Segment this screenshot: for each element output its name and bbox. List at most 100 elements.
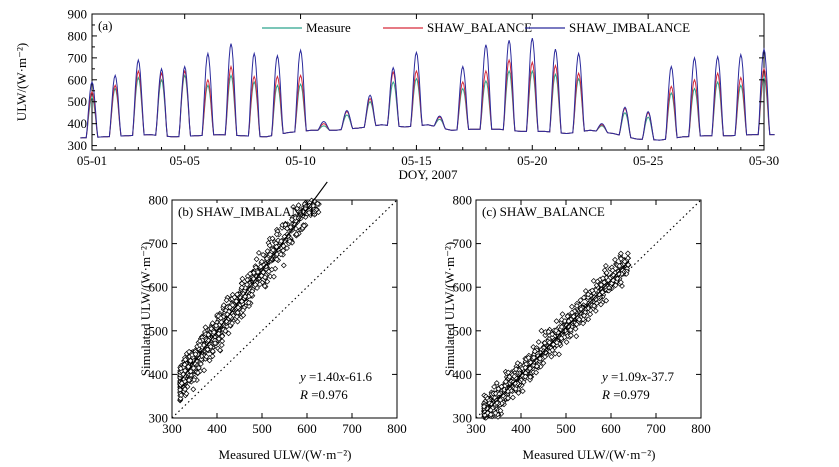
data-point — [493, 380, 500, 386]
data-point — [282, 221, 289, 228]
data-point — [192, 351, 199, 358]
data-point — [514, 360, 521, 366]
data-point — [572, 326, 579, 332]
data-point — [177, 395, 184, 402]
regression-line-c — [483, 260, 630, 415]
y-tick-label-a-400: 400 — [68, 116, 88, 131]
x-tick-label-a-4: 05-20 — [517, 153, 547, 168]
panel-c-r: R =0.979 — [601, 387, 650, 402]
panel-a-label: (a) — [98, 18, 112, 33]
eq-c-y: y — [600, 369, 608, 384]
x-tick-label-b-600: 600 — [297, 421, 317, 436]
data-point — [280, 247, 287, 254]
data-point — [191, 360, 198, 367]
data-point — [234, 313, 240, 320]
data-point — [231, 294, 238, 301]
data-point — [609, 267, 616, 274]
data-point — [240, 312, 247, 319]
eq-c-rest: -37.7 — [647, 369, 675, 384]
x-tick-label-c-400: 400 — [511, 421, 531, 436]
x-tick-label-b-800: 800 — [387, 421, 407, 436]
eq-b-x: x — [338, 369, 345, 384]
data-point — [569, 303, 575, 310]
data-point — [235, 304, 241, 311]
data-point — [200, 342, 207, 348]
data-point — [616, 263, 623, 269]
data-point — [580, 320, 586, 327]
data-point — [520, 379, 527, 386]
data-point — [559, 311, 566, 317]
x-tick-label-a-0: 05-01 — [77, 153, 107, 168]
data-point — [534, 363, 540, 370]
data-point — [195, 365, 202, 371]
data-point — [564, 313, 571, 320]
data-point — [201, 367, 207, 374]
data-point — [198, 361, 204, 367]
data-point — [574, 303, 580, 309]
data-point — [553, 318, 560, 324]
data-point — [545, 328, 552, 335]
data-point — [186, 377, 192, 383]
x-tick-label-a-2: 05-10 — [285, 153, 315, 168]
panel-c-label: (c) SHAW_BALANCE — [482, 204, 605, 219]
data-point — [217, 347, 223, 353]
data-point — [311, 208, 318, 215]
panel-b-label: (b) SHAW_IMBALANCE — [178, 204, 317, 219]
panel-c-xlabel: Measured ULW/(W·m⁻²) — [523, 447, 656, 462]
data-point — [484, 395, 491, 402]
data-point — [186, 348, 192, 355]
data-point — [491, 384, 497, 390]
data-point — [558, 324, 565, 330]
data-point — [239, 280, 245, 287]
x-tick-label-b-400: 400 — [207, 421, 227, 436]
data-point — [223, 297, 230, 304]
x-tick-label-b-700: 700 — [342, 421, 362, 436]
data-point — [177, 365, 184, 372]
data-point — [533, 357, 539, 364]
x-tick-label-c-300: 300 — [466, 421, 486, 436]
data-point — [258, 258, 265, 265]
data-point — [229, 320, 235, 326]
data-point — [220, 302, 227, 309]
data-point — [280, 243, 287, 249]
data-point — [284, 225, 290, 232]
panel-a-y-axis: 300 400 500 600 700 800 900 — [68, 7, 764, 153]
data-point — [248, 291, 255, 298]
data-point — [257, 281, 263, 288]
y-tick-label-b-400: 400 — [149, 367, 169, 382]
data-point — [505, 369, 512, 376]
data-point — [492, 395, 498, 401]
panel-b-xlabel: Measured ULW/(W·m⁻²) — [219, 447, 352, 462]
data-point — [273, 231, 280, 238]
data-point — [295, 202, 302, 209]
data-point — [612, 282, 619, 289]
data-point — [573, 333, 580, 340]
data-point — [565, 318, 572, 324]
data-point — [618, 250, 624, 257]
eq-b-eq: =1.40 — [306, 369, 339, 384]
data-point — [537, 363, 544, 370]
data-point — [527, 374, 534, 380]
data-point — [187, 357, 194, 364]
data-point — [587, 311, 594, 318]
data-point — [238, 284, 245, 291]
data-point — [205, 331, 212, 338]
data-point — [573, 321, 580, 328]
data-point — [190, 365, 197, 371]
data-point — [256, 250, 262, 256]
data-point — [513, 366, 519, 373]
data-point — [181, 361, 188, 368]
legend-label-measure: Measure — [306, 20, 351, 35]
regression-line-b — [179, 181, 328, 382]
data-point — [271, 273, 277, 280]
data-point — [498, 383, 505, 390]
data-point — [289, 216, 295, 223]
data-point — [590, 278, 597, 284]
legend-label-shaw-imbalance: SHAW_IMBALANCE — [569, 20, 690, 35]
data-point — [222, 328, 229, 334]
data-point — [182, 356, 189, 363]
data-point — [585, 291, 592, 298]
data-point — [244, 281, 250, 288]
data-point — [234, 291, 241, 298]
